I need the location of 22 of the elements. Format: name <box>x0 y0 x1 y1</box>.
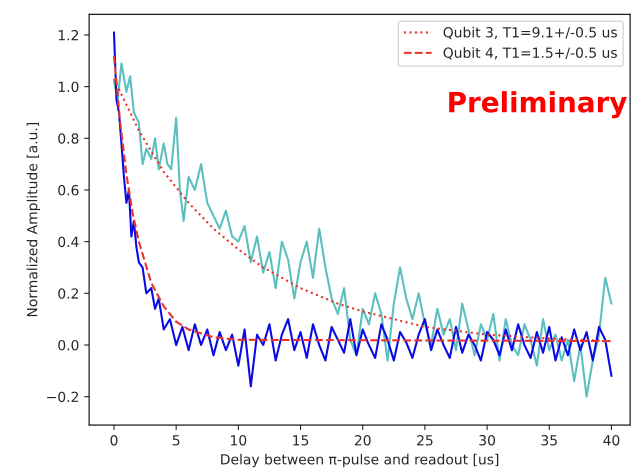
x-axis-title: Delay between π-pulse and readout [us] <box>221 454 498 468</box>
x-tick-label: 25 <box>417 435 433 446</box>
y-tick-label: 0.0 <box>58 340 78 350</box>
x-tick-label: 5 <box>172 435 180 446</box>
x-tick-label: 35 <box>541 435 557 446</box>
y-tick-label: 1.2 <box>58 30 78 40</box>
annotation: Preliminary <box>449 91 627 118</box>
y-axis-title: Normalized Amplitude [a.u.] <box>26 122 40 316</box>
legend-label: Qubit 3, T1=9.1+/-0.5 us <box>444 26 617 40</box>
y-tick-label: 0.8 <box>58 133 78 144</box>
x-tick-label: 0 <box>110 435 118 446</box>
y-tick-label: 0.4 <box>58 236 79 248</box>
x-tick-label: 15 <box>293 435 308 446</box>
x-tick-label: 10 <box>231 435 246 446</box>
x-tick-label: 40 <box>603 435 620 446</box>
x-tick-label: 30 <box>479 435 495 446</box>
legend-label: Qubit 4, T1=1.5+/-0.5 us <box>444 47 617 60</box>
y-tick-label: −0.2 <box>47 392 78 402</box>
y-tick-label: 0.2 <box>58 288 78 299</box>
y-tick-label: 0.6 <box>58 184 79 196</box>
y-tick-label: 1.0 <box>58 82 78 92</box>
x-tick-label: 20 <box>354 435 371 446</box>
